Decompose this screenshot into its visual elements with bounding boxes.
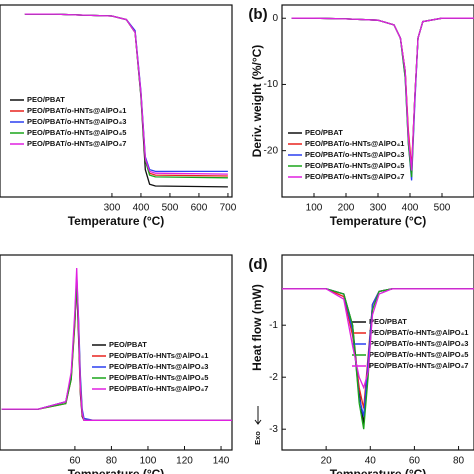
legend-label: PEO/PBAT/o-HNTs@AlPO₄5 [109, 373, 208, 382]
x-tick-label: 400 [402, 203, 419, 214]
x-axis-title: Temperature (°C) [330, 214, 427, 228]
panel-label: (d) [248, 256, 267, 273]
legend-label: PEO/PBAT/o-HNTs@AlPO₄1 [305, 139, 404, 148]
legend-label: PEO/PBAT/o-HNTs@AlPO₄7 [109, 384, 208, 393]
series-line [1, 267, 232, 421]
legend-label: PEO/PBAT/o-HNTs@AlPO₄3 [109, 362, 208, 371]
legend-label: PEO/PBAT/o-HNTs@AlPO₄7 [305, 172, 404, 181]
x-tick-label: 300 [370, 203, 387, 214]
legend-label: PEO/PBAT/o-HNTs@AlPO₄7 [369, 361, 468, 370]
x-tick-label: 40 [365, 456, 377, 467]
series-line [282, 288, 474, 409]
legend-label: PEO/PBAT/o-HNTs@AlPO₄3 [369, 339, 468, 348]
legend-label: PEO/PBAT [109, 340, 147, 349]
x-tick-label: 500 [162, 203, 179, 214]
x-tick-label: 400 [133, 203, 150, 214]
x-tick-label: 100 [306, 203, 323, 214]
y-axis-title: Heat flow (mW) [250, 284, 264, 371]
annotation-arrowhead [254, 419, 262, 425]
x-tick-label: 140 [213, 456, 230, 467]
legend-label: PEO/PBAT [369, 317, 407, 326]
legend-label: PEO/PBAT/o-HNTs@AlPO₄3 [27, 117, 126, 126]
x-tick-label: 200 [338, 203, 355, 214]
panel-label: (b) [248, 6, 267, 23]
legend-label: PEO/PBAT [27, 95, 65, 104]
y-tick-label: -2 [269, 372, 278, 383]
plot-frame [0, 4, 233, 198]
series-line [282, 288, 474, 390]
y-tick-label: -1 [269, 320, 278, 331]
y-tick-label: -3 [269, 424, 278, 435]
series-line [24, 13, 228, 175]
x-tick-label: 80 [106, 456, 118, 467]
series-line [282, 288, 474, 430]
legend-label: PEO/PBAT/o-HNTs@AlPO₄5 [369, 350, 468, 359]
legend-label: PEO/PBAT/o-HNTs@AlPO₄7 [27, 139, 126, 148]
plot-frame [0, 254, 233, 451]
legend-label: PEO/PBAT/o-HNTs@AlPO₄3 [305, 150, 404, 159]
legend-label: PEO/PBAT/o-HNTs@AlPO₄5 [27, 128, 126, 137]
legend-label: PEO/PBAT/o-HNTs@AlPO₄1 [109, 351, 208, 360]
legend-label: PEO/PBAT/o-HNTs@AlPO₄5 [305, 161, 404, 170]
x-tick-label: 100 [140, 456, 157, 467]
x-tick-label: 60 [409, 456, 421, 467]
x-axis-title: Temperature (°C) [68, 214, 165, 228]
x-tick-label: 700 [220, 203, 237, 214]
x-tick-label: 300 [104, 203, 121, 214]
x-tick-label: 120 [176, 456, 193, 467]
series-line [1, 279, 232, 421]
legend-label: PEO/PBAT [305, 128, 343, 137]
x-axis-title: Temperature (°C) [330, 467, 427, 474]
plot-frame [281, 254, 474, 451]
x-axis-title: Temperature (°C) [68, 467, 165, 474]
y-tick-label: -20 [264, 145, 279, 156]
legend-label: PEO/PBAT/o-HNTs@AlPO₄1 [27, 106, 126, 115]
legend-label: PEO/PBAT/o-HNTs@AlPO₄1 [369, 328, 468, 337]
x-tick-label: 80 [453, 456, 465, 467]
x-tick-label: 20 [321, 456, 333, 467]
x-tick-label: 60 [69, 456, 81, 467]
y-tick-label: 0 [272, 13, 278, 24]
annotation: Exo [253, 431, 262, 445]
y-tick-label: -10 [264, 79, 279, 90]
series-line [291, 17, 474, 171]
x-tick-label: 600 [191, 203, 208, 214]
y-axis-title: Deriv. weight (%/°C) [250, 45, 264, 158]
x-tick-label: 500 [434, 203, 451, 214]
